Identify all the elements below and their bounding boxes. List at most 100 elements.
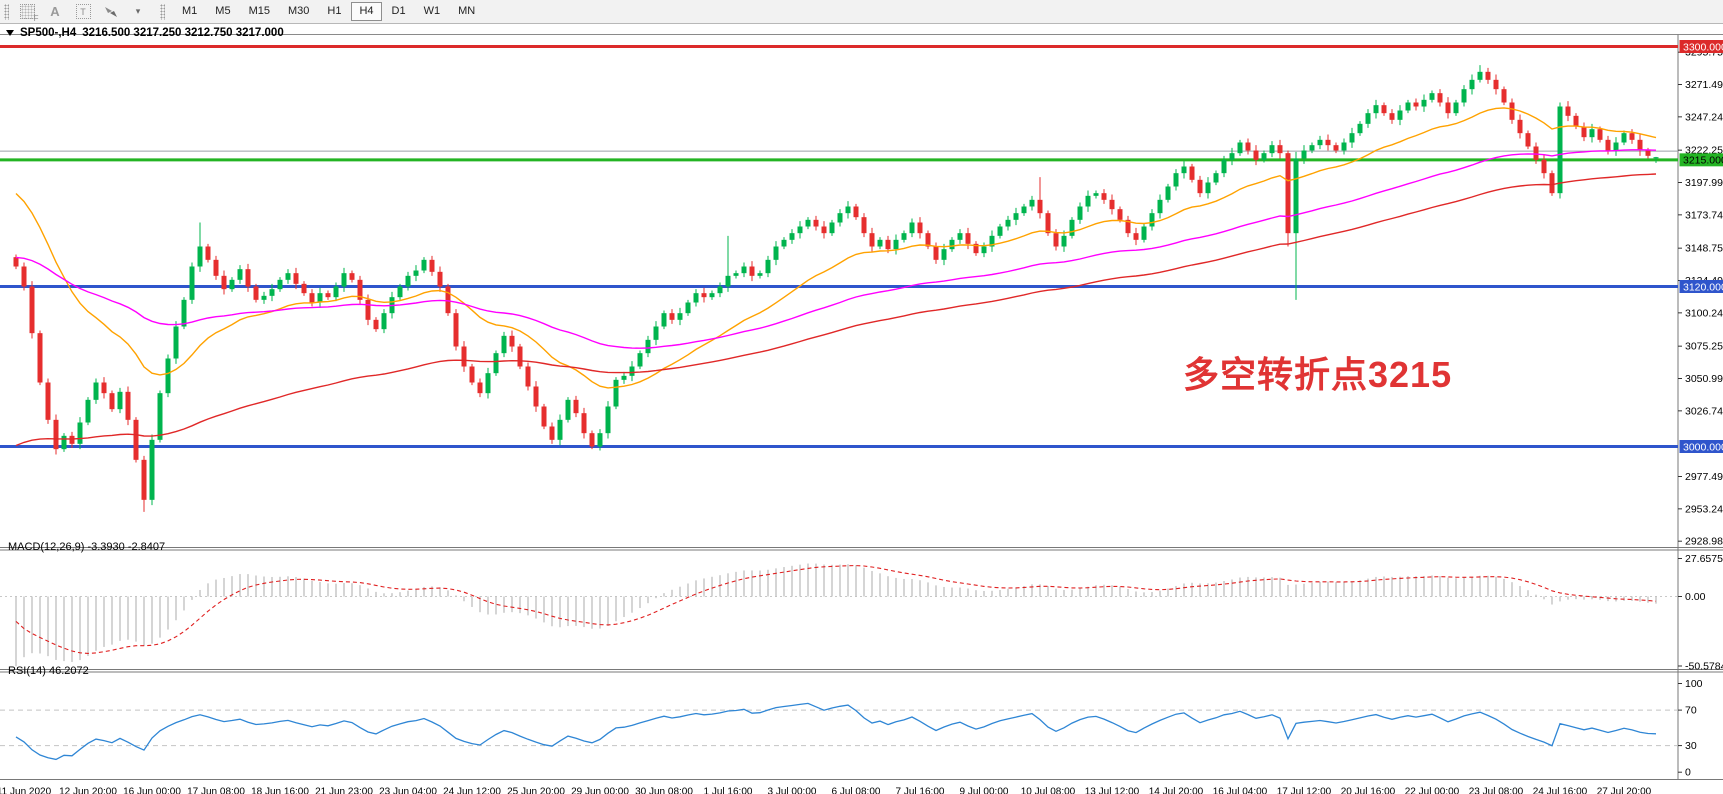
timeframe-button-mn[interactable]: MN [450, 2, 483, 21]
candle-body [1229, 153, 1235, 160]
price-tick-label: 2953.240 [1685, 503, 1723, 515]
candle-body [277, 279, 283, 290]
candle-body [693, 293, 699, 303]
price-line-label-box [1679, 153, 1723, 167]
candle-body [1405, 102, 1411, 111]
candle-body [965, 233, 971, 244]
dropdown-arrow-icon[interactable]: ▾ [135, 6, 141, 16]
candle-body [717, 286, 723, 294]
candle-body [429, 259, 435, 272]
timeframe-button-m1[interactable]: M1 [174, 2, 205, 21]
candle-body [1541, 159, 1547, 174]
candle-body [517, 346, 523, 367]
candle-body [333, 286, 339, 298]
candle-body [605, 406, 611, 434]
candle-body [1245, 142, 1251, 151]
toolbar-grip[interactable] [4, 3, 9, 20]
price-line-label-box [1679, 40, 1723, 53]
candle-body [885, 239, 891, 250]
candle-body [1629, 133, 1635, 140]
candle-body [1437, 93, 1443, 103]
timeframe-button-m5[interactable]: M5 [207, 2, 238, 21]
candle-body [637, 353, 643, 367]
candle-body [565, 399, 571, 420]
toolbar-grip[interactable] [160, 3, 165, 20]
candle-body [1557, 106, 1563, 194]
timeframe-button-m15[interactable]: M15 [241, 2, 278, 21]
price-line-label: 3215.000 [1683, 155, 1723, 167]
date-label: 17 Jun 08:00 [187, 787, 245, 794]
candle-body [1373, 105, 1379, 114]
price-line-label: 3120.000 [1683, 281, 1723, 293]
candle-body [821, 226, 827, 234]
toolbar: F A T ▾ M1 M5 M15 M30 H1 H4 D1 W1 MN [0, 0, 1723, 24]
candle-body [581, 413, 587, 434]
date-label: 27 Jul 20:00 [1597, 787, 1652, 794]
candle-body [1053, 233, 1059, 247]
candle-body [1205, 182, 1211, 194]
candle-body [13, 257, 19, 267]
candle-body [701, 293, 707, 298]
candle-body [1341, 142, 1347, 151]
candle-body [341, 273, 347, 287]
candle-body [1165, 186, 1171, 200]
ma-fast-line [15, 107, 1657, 389]
timeframe-button-d1[interactable]: D1 [384, 2, 414, 21]
candle-body [365, 299, 371, 320]
date-label: 16 Jun 00:00 [123, 787, 181, 794]
rsi-indicator-label: RSI(14) 46.2072 [8, 665, 89, 677]
candle-body [1517, 119, 1523, 134]
candle-body [541, 406, 547, 427]
candle-body [1653, 157, 1659, 159]
candle-body [685, 302, 691, 314]
candle-body [589, 433, 595, 447]
candle-body [709, 293, 715, 298]
candle-body [1141, 226, 1147, 240]
candle-body [1605, 139, 1611, 151]
candle-body [1277, 145, 1283, 154]
candle-body [757, 273, 763, 276]
candle-body [797, 226, 803, 234]
candle-body [1125, 219, 1131, 234]
candle-body [741, 266, 747, 274]
candle-body [725, 275, 731, 287]
candle-body [1237, 142, 1243, 154]
timeframe-button-h1[interactable]: H1 [319, 2, 349, 21]
candle-body [1421, 99, 1427, 107]
symbol-timeframe-label: SP500-,H4 [20, 27, 77, 39]
font-icon[interactable]: A [50, 4, 60, 19]
candle-body [45, 382, 51, 420]
candle-body [1589, 129, 1595, 138]
timeframe-button-group: M1 M5 M15 M30 H1 H4 D1 W1 MN [173, 2, 484, 21]
timeframe-button-m30[interactable]: M30 [280, 2, 317, 21]
candle-body [1549, 173, 1555, 194]
candle-body [1269, 145, 1275, 154]
candle-body [597, 433, 603, 447]
candle-body [253, 286, 259, 300]
candle-body [949, 239, 955, 250]
candle-body [1509, 102, 1515, 120]
candle-body [1581, 126, 1587, 138]
candle-body [1197, 179, 1203, 194]
text-label-icon[interactable]: T [72, 2, 94, 22]
candle-body [373, 319, 379, 330]
timeframe-button-h4[interactable]: H4 [351, 2, 382, 21]
candle-body [1493, 79, 1499, 90]
price-tick-label: 3075.250 [1685, 341, 1723, 353]
template-grid-icon[interactable]: F [16, 2, 39, 23]
candle-body [1149, 213, 1155, 227]
candle-body [117, 391, 123, 410]
candle-body [1365, 113, 1371, 124]
candle-body [1213, 173, 1219, 183]
date-label: 3 Jul 00:00 [768, 787, 817, 794]
candle-body [1101, 193, 1107, 200]
symbol-dropdown-icon[interactable] [6, 30, 14, 36]
candle-body [1133, 233, 1139, 240]
timeframe-button-w1[interactable]: W1 [416, 2, 449, 21]
price-line-label: 3300.000 [1683, 41, 1723, 53]
cursor-arrows-icon[interactable] [100, 2, 122, 22]
date-label: 25 Jun 20:00 [507, 787, 565, 794]
candle-body [165, 358, 171, 394]
